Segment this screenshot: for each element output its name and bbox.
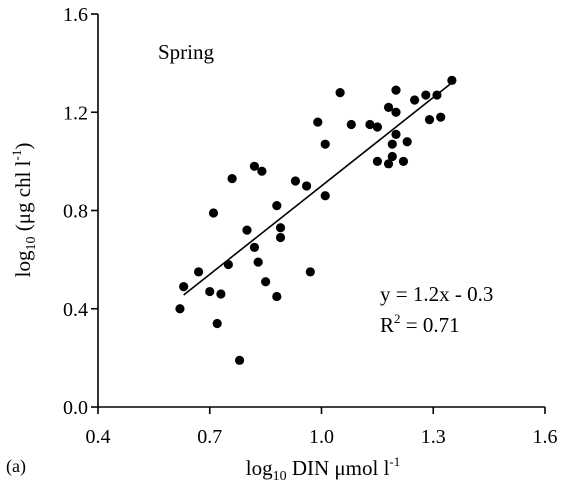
data-point	[179, 282, 189, 292]
data-point	[372, 122, 382, 132]
data-point	[290, 176, 301, 186]
data-point	[175, 304, 185, 314]
data-point	[313, 117, 323, 127]
data-point	[227, 173, 237, 184]
data-point	[261, 277, 271, 287]
data-point	[383, 159, 394, 169]
data-point	[193, 267, 204, 277]
data-point	[275, 223, 286, 233]
data-point	[436, 112, 446, 122]
data-point	[383, 102, 394, 112]
data-point	[391, 129, 401, 139]
x-tick-label: 1.6	[533, 426, 558, 448]
data-point	[212, 318, 222, 329]
data-point	[398, 156, 409, 166]
data-point	[387, 151, 397, 162]
data-point	[391, 107, 401, 117]
x-tick-label: 0.4	[86, 426, 111, 448]
y-axis-title: log10 (μg chl l-1)	[9, 143, 39, 278]
r-squared-label: R2 = 0.71	[380, 311, 460, 337]
x-tick-label: 1.0	[309, 426, 334, 448]
data-point	[249, 161, 260, 171]
trendline	[183, 82, 453, 296]
x-tick-label: 0.7	[197, 426, 222, 448]
axes	[97, 14, 545, 408]
data-point	[421, 90, 431, 100]
y-tick-label: 0.8	[63, 201, 88, 223]
data-point	[424, 115, 435, 125]
data-point	[272, 291, 282, 302]
y-tick-label: 1.6	[63, 4, 88, 26]
data-point	[410, 95, 420, 105]
x-ticks: 0.4 0.7 1.0 1.3 1.6	[86, 407, 558, 448]
data-point	[320, 191, 330, 201]
chart-title: Spring	[158, 40, 215, 64]
trendline-group	[183, 82, 453, 296]
data-point	[302, 181, 312, 191]
y-tick-label: 0.4	[63, 299, 88, 321]
data-point	[249, 242, 260, 252]
data-point	[234, 355, 245, 365]
data-point	[432, 90, 442, 100]
data-point	[372, 156, 382, 166]
x-axis-title: log10 DIN μmol l-1	[246, 454, 401, 484]
data-point	[365, 119, 375, 130]
data-point	[335, 88, 345, 98]
data-point	[320, 139, 330, 149]
y-ticks: 0.0 0.4 0.8 1.2 1.6	[63, 4, 98, 419]
data-points	[175, 75, 457, 365]
y-tick-label: 0.0	[63, 397, 88, 419]
y-tick-label: 1.2	[63, 102, 88, 124]
data-point	[205, 286, 215, 297]
data-point	[257, 166, 267, 176]
x-tick-label: 1.3	[421, 426, 446, 448]
data-point	[275, 232, 286, 243]
data-point	[447, 75, 457, 85]
data-point	[242, 225, 252, 235]
data-point	[402, 137, 412, 147]
data-point	[346, 119, 356, 130]
data-point	[208, 208, 219, 218]
data-point	[305, 267, 315, 277]
equation-label: y = 1.2x - 0.3	[380, 282, 493, 306]
panel-label: (a)	[6, 456, 26, 477]
data-point	[391, 85, 401, 95]
data-point	[272, 200, 282, 211]
data-point	[253, 257, 263, 267]
data-point	[216, 289, 226, 299]
data-point	[223, 259, 233, 270]
data-point	[387, 139, 397, 149]
